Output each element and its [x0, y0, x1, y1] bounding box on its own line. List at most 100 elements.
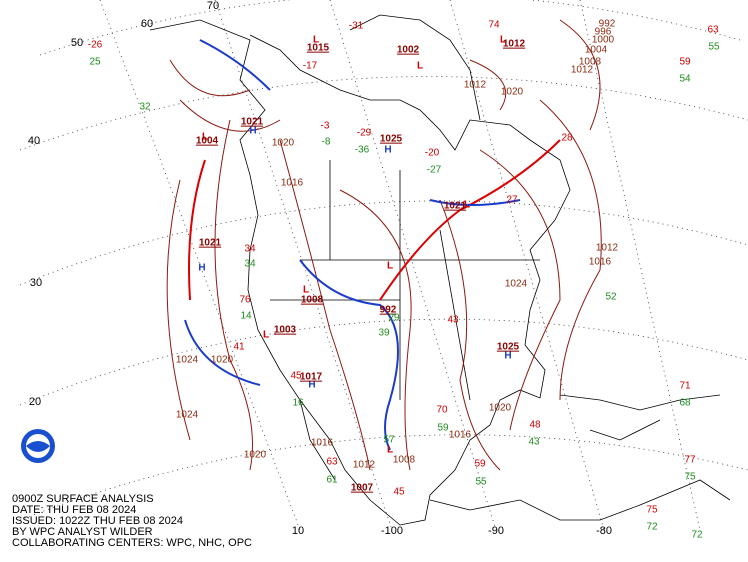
- center-symbol: H: [249, 126, 256, 137]
- center-symbol: L: [417, 61, 423, 72]
- isobar-label: 1020: [244, 450, 267, 461]
- center-pressure: 1025: [380, 134, 403, 145]
- isobar-label: 992: [599, 19, 616, 30]
- isobar-label: 1012: [353, 460, 376, 471]
- center-symbol: L: [263, 330, 269, 341]
- isobar-label: 1016: [449, 430, 472, 441]
- dewpoint: 55: [475, 477, 487, 488]
- center-symbol: H: [384, 145, 391, 156]
- center-symbol: L: [387, 445, 393, 456]
- isobar-label: 1016: [281, 178, 304, 189]
- noaa-logo: [21, 429, 55, 463]
- dewpoint: 61: [326, 475, 338, 486]
- center-pressure: 992: [380, 305, 397, 316]
- dewpoint: -27: [427, 165, 442, 176]
- center-pressure: 1007: [351, 483, 374, 494]
- caption-line: 0900Z SURFACE ANALYSIS: [12, 493, 154, 505]
- temperature: -17: [303, 61, 318, 72]
- center-pressure: 1017: [300, 372, 323, 383]
- temperature: -20: [425, 148, 440, 159]
- isobar-label: 1016: [589, 257, 612, 268]
- longitude-label: 70: [207, 0, 219, 12]
- temperature: -31: [349, 21, 364, 32]
- longitude-label: 10: [292, 525, 304, 537]
- caption-line: BY WPC ANALYST WILDER: [12, 526, 153, 538]
- isobar-label: 1020: [501, 87, 524, 98]
- isobar-label: 1024: [176, 410, 199, 421]
- longitude-label: -100: [381, 525, 403, 537]
- center-pressure: 1021: [444, 201, 467, 212]
- dewpoint: 43: [528, 437, 540, 448]
- center-pressure: 1012: [503, 39, 526, 50]
- dewpoint: 29: [388, 313, 400, 324]
- center-symbol: L: [387, 261, 393, 272]
- temperature: 74: [488, 20, 500, 31]
- temperature: 63: [707, 25, 719, 36]
- isobar-label: 1004: [585, 45, 608, 56]
- temperature: 71: [679, 381, 691, 392]
- dewpoint: 54: [679, 74, 691, 85]
- dewpoint: 59: [437, 423, 449, 434]
- isobars: [166, 19, 602, 471]
- longitude-label: -80: [596, 525, 612, 537]
- isobar-label: 1020: [211, 355, 234, 366]
- caption: 0900Z SURFACE ANALYSIS DATE: THU FEB 08 …: [12, 493, 252, 549]
- center-pressure: 1015: [307, 43, 330, 54]
- isobar-label: 1024: [505, 279, 528, 290]
- dewpoint: 39: [378, 328, 390, 339]
- temperature: 27: [506, 195, 518, 206]
- latitude-label: 50: [71, 37, 83, 49]
- temperature: -29: [357, 128, 372, 139]
- dewpoint: 57: [383, 435, 395, 446]
- temperature: 45: [393, 487, 405, 498]
- temperature: 43: [447, 315, 459, 326]
- latitude-label: 20: [29, 396, 41, 408]
- isobar-label: 1012: [596, 243, 619, 254]
- temperature: 63: [326, 457, 338, 468]
- isobar-label: 1008: [393, 455, 416, 466]
- dewpoint: 34: [244, 259, 256, 270]
- center-symbol: L: [202, 132, 208, 143]
- temperature: 59: [679, 57, 691, 68]
- dewpoint: -8: [322, 137, 331, 148]
- caption-line: COLLABORATING CENTERS: WPC, NHC, OPC: [12, 537, 252, 549]
- temperature: 48: [529, 420, 541, 431]
- dewpoint: 72: [646, 522, 658, 533]
- dewpoint: -36: [355, 145, 370, 156]
- dewpoint: 14: [240, 311, 252, 322]
- isobar-label: 1020: [272, 138, 295, 149]
- isobar-label: 1008: [579, 57, 602, 68]
- fronts: [184, 39, 561, 451]
- temperature: 41: [233, 342, 245, 353]
- isobar-label: 1020: [489, 403, 512, 414]
- temperature: 70: [436, 405, 448, 416]
- isobar-label: 996: [595, 27, 612, 38]
- isobar-label: 1024: [176, 355, 199, 366]
- dewpoint: 25: [89, 57, 101, 68]
- center-symbol: L: [313, 35, 319, 46]
- temperature: 76: [239, 295, 251, 306]
- temperature: 34: [244, 244, 256, 255]
- dewpoint: 16: [292, 398, 304, 409]
- isobar-label: 1012: [571, 65, 594, 76]
- isobar-label: 1012: [464, 80, 487, 91]
- temperature: -3: [321, 121, 330, 132]
- caption-line: DATE: THU FEB 08 2024: [12, 504, 136, 516]
- temperature: 77: [684, 455, 696, 466]
- center-symbol: L: [500, 35, 506, 46]
- dewpoint: 52: [605, 292, 617, 303]
- dewpoint: 32: [139, 102, 151, 113]
- temperature: -26: [88, 40, 103, 51]
- center-pressure: 1002: [397, 45, 420, 56]
- isobar-label: 1016: [311, 438, 334, 449]
- dewpoint: 68: [679, 398, 691, 409]
- temperature: 28: [561, 133, 573, 144]
- latitude-label: 40: [28, 135, 40, 147]
- center-symbol: H: [308, 380, 315, 391]
- dewpoint: 75: [684, 472, 696, 483]
- center-symbol: H: [504, 351, 511, 362]
- center-pressure: 1021: [199, 238, 222, 249]
- center-pressure: 1004: [196, 136, 219, 147]
- dewpoint: 72: [691, 530, 703, 541]
